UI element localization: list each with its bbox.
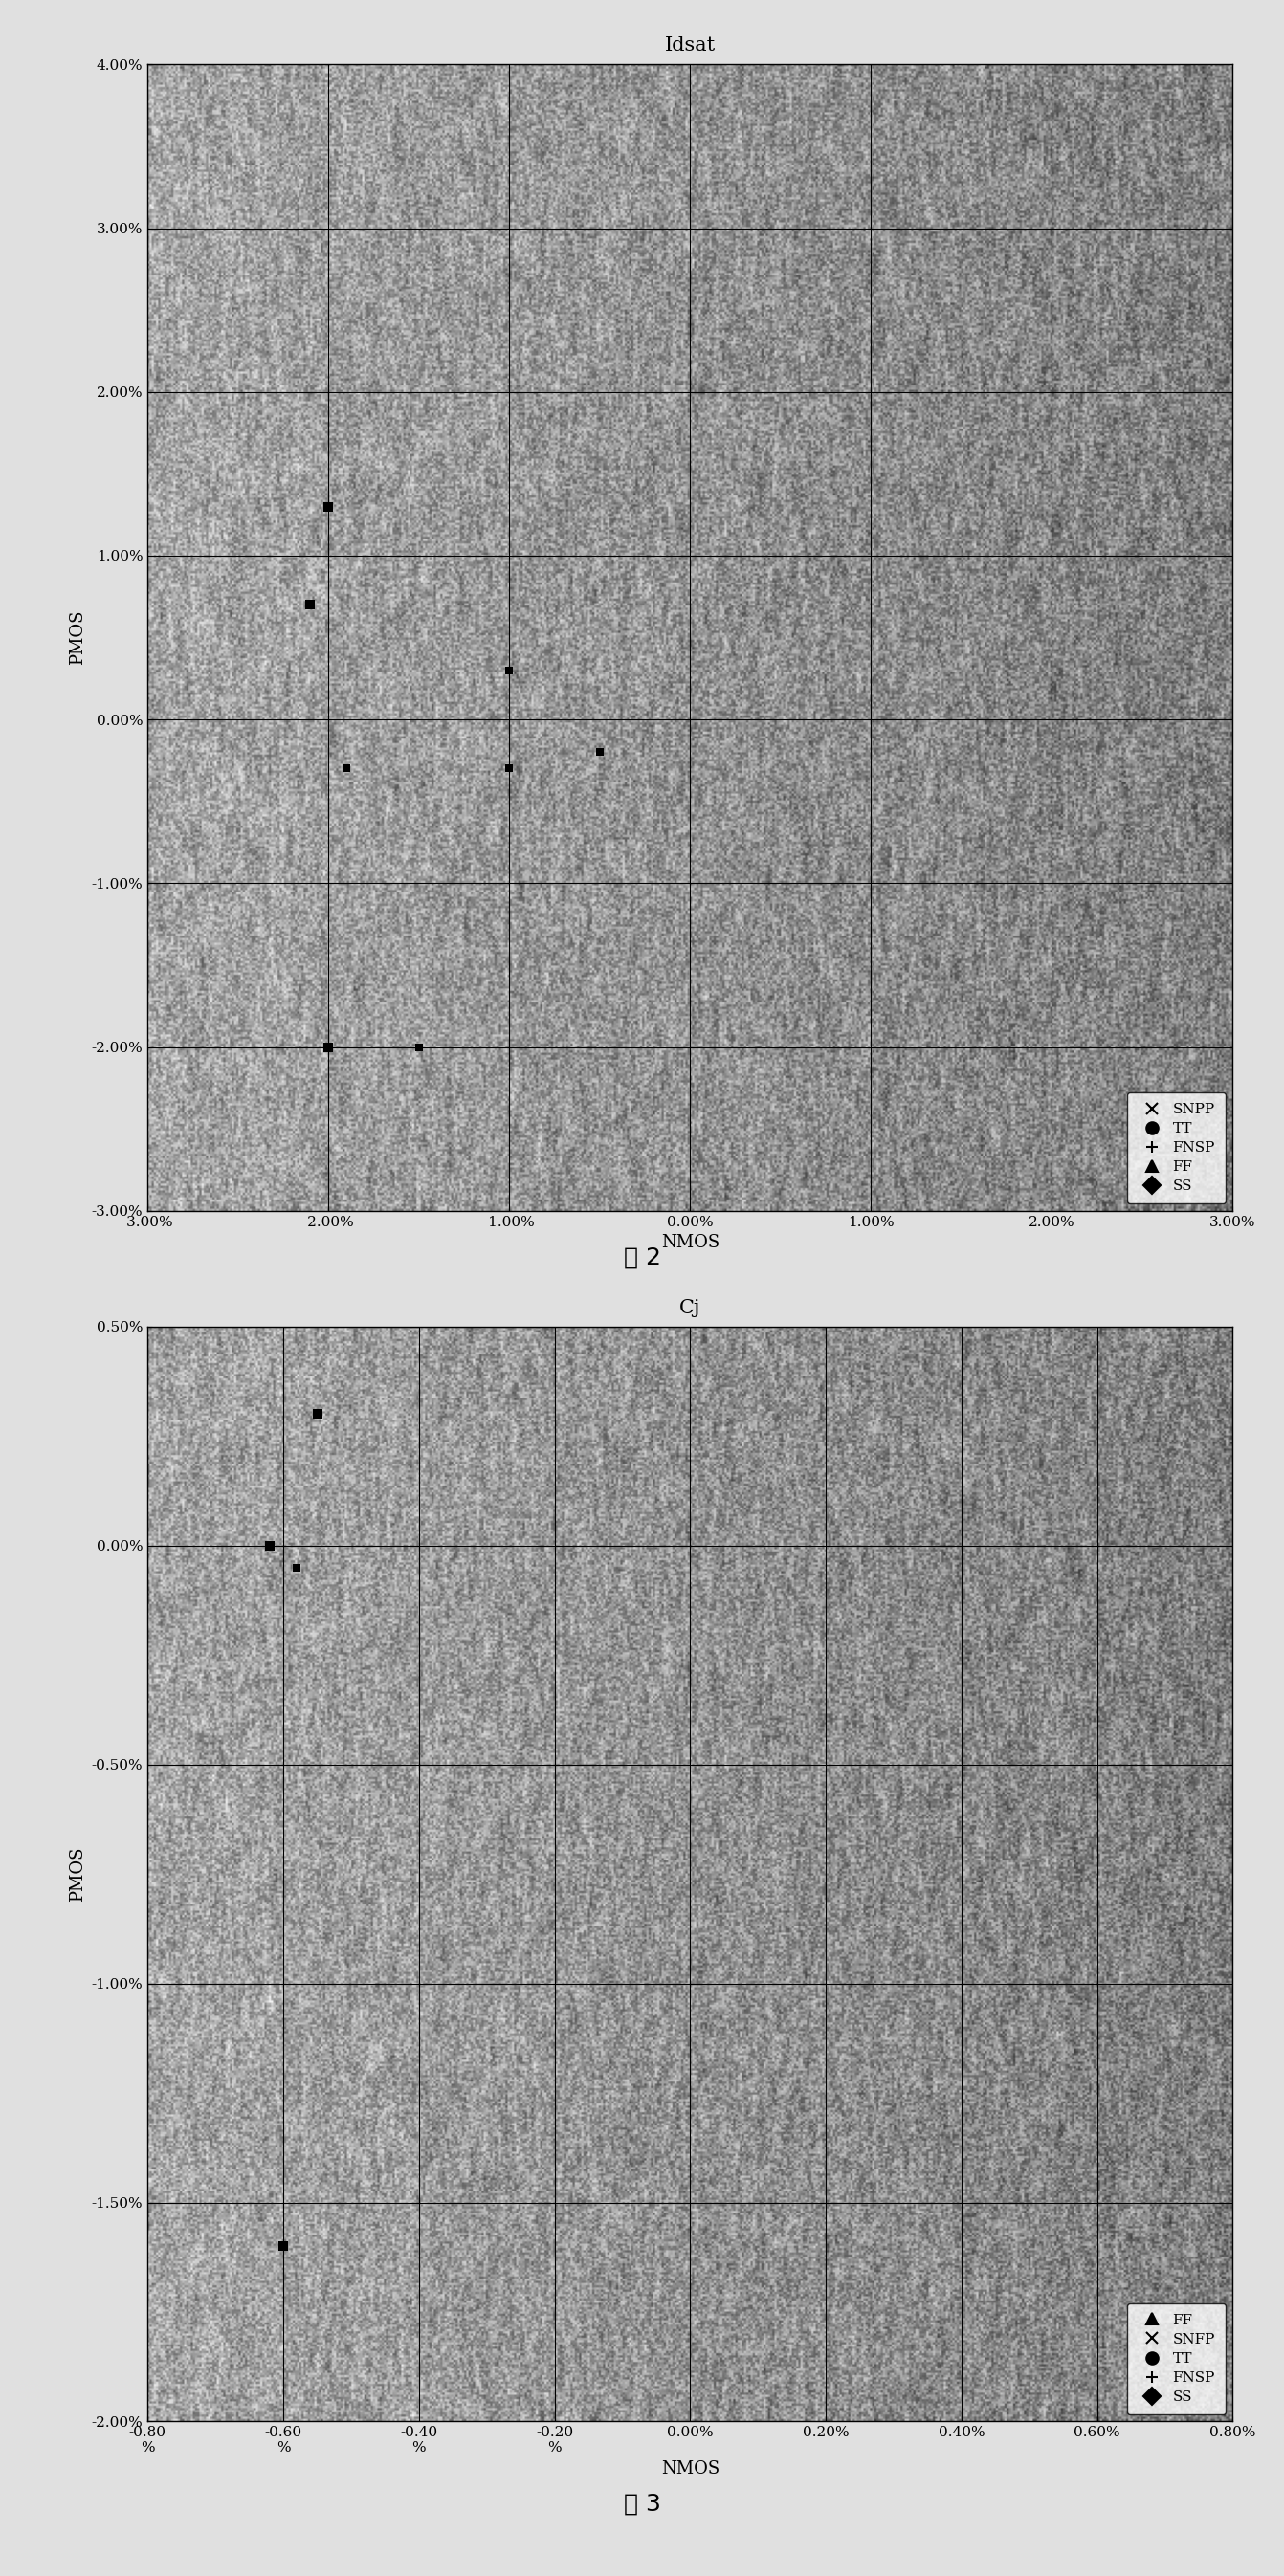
Y-axis label: PMOS: PMOS xyxy=(69,1847,86,1901)
Point xyxy=(408,1025,429,1066)
Point xyxy=(273,2226,294,2267)
Point xyxy=(499,649,520,690)
Text: 图 3: 图 3 xyxy=(624,2494,660,2514)
Point xyxy=(286,1546,307,1587)
Title: Cj: Cj xyxy=(679,1298,701,1316)
Text: 图 2: 图 2 xyxy=(623,1247,661,1267)
Legend: FF, SNFP, TT, FNSP, SS: FF, SNFP, TT, FNSP, SS xyxy=(1127,2303,1225,2414)
X-axis label: NMOS: NMOS xyxy=(661,1234,719,1252)
Point xyxy=(300,585,321,626)
Y-axis label: PMOS: PMOS xyxy=(69,611,86,665)
Point xyxy=(318,1025,339,1066)
Legend: SNPP, TT, FNSP, FF, SS: SNPP, TT, FNSP, FF, SS xyxy=(1127,1092,1225,1203)
X-axis label: NMOS: NMOS xyxy=(661,2460,719,2478)
Point xyxy=(499,747,520,788)
Point xyxy=(307,1394,327,1435)
Title: Idsat: Idsat xyxy=(665,36,715,54)
Point xyxy=(318,487,339,528)
Point xyxy=(336,747,357,788)
Point xyxy=(589,732,610,773)
Point xyxy=(259,1525,280,1566)
